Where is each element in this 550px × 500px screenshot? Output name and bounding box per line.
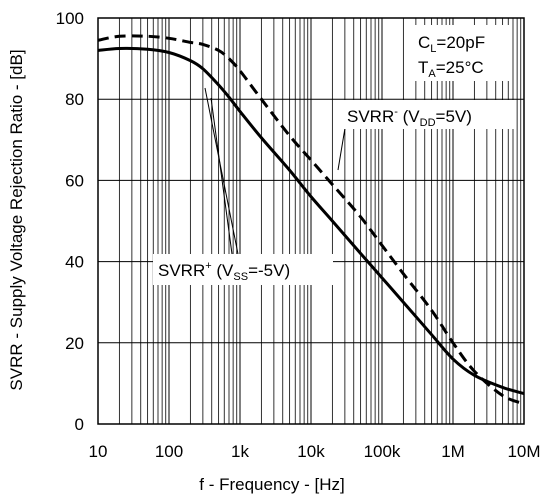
tick-labels: 10 100 1k 10k 100k 1M 10M 0 20 40 60 80 100 <box>56 9 541 461</box>
x-tick-label: 100 <box>155 442 183 461</box>
y-tick-label: 20 <box>65 334 84 353</box>
svrr-plus-leader-a <box>204 87 239 255</box>
plot-frame <box>97 17 525 425</box>
y-tick-label: 60 <box>65 171 84 190</box>
grid <box>97 17 524 425</box>
x-tick-label: 10k <box>297 442 325 461</box>
x-tick-label: 100k <box>364 442 401 461</box>
x-axis-title: f - Frequency - [Hz] <box>199 475 344 494</box>
series-layer <box>97 34 525 406</box>
svrr-plus-leader-b <box>210 97 233 255</box>
x-tick-label: 1M <box>441 442 465 461</box>
svrr-minus-label-box <box>343 100 515 129</box>
svrr-plus-label: SVRR+ (VSS=-5V) <box>158 260 290 283</box>
svrr-minus-leader <box>337 127 346 171</box>
svrr-minus-line <box>97 34 525 406</box>
svrr-minus-label: SVRR- (VDD=5V) <box>347 106 472 129</box>
conditions-box <box>410 25 512 81</box>
svrr-plus-line <box>97 46 525 395</box>
condition-ta: TA=25°C <box>418 58 484 80</box>
y-tick-label: 0 <box>75 415 84 434</box>
condition-cl: CL=20pF <box>418 33 485 55</box>
y-axis-title: SVRR - Supply Voltage Rejection Ratio - … <box>7 49 26 390</box>
x-tick-label: 10M <box>507 442 540 461</box>
svrr-plus-label-box <box>153 254 333 285</box>
y-tick-label: 40 <box>65 253 84 272</box>
x-tick-label: 10 <box>89 442 108 461</box>
y-tick-label: 80 <box>65 90 84 109</box>
x-tick-label: 1k <box>231 442 249 461</box>
y-tick-label: 100 <box>56 9 84 28</box>
